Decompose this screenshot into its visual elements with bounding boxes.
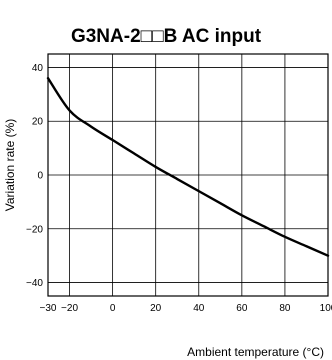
x-tick-label: −30	[40, 303, 57, 314]
y-tick-label: −40	[26, 278, 43, 289]
grid	[47, 54, 329, 296]
y-axis-label: Variation rate (%)	[3, 119, 17, 211]
y-tick-label: 40	[32, 63, 44, 74]
x-tick-label: 40	[193, 303, 205, 314]
x-tick-label: 100	[320, 303, 332, 314]
y-tick-labels: 40 20 0 −20 −40	[26, 63, 43, 289]
x-axis-label: Ambient temperature (°C)	[187, 345, 324, 359]
y-tick-label: −20	[26, 224, 43, 235]
x-tick-label: 60	[236, 303, 248, 314]
plot-frame	[47, 53, 329, 297]
x-tick-label: 80	[279, 303, 291, 314]
series-layer	[46, 77, 330, 257]
x-tick-label: 20	[150, 303, 162, 314]
x-tick-label: −20	[61, 303, 78, 314]
y-tick-label: 20	[32, 117, 44, 128]
chart-title: G3NA-2□□B AC input	[71, 26, 262, 47]
series-line	[46, 77, 330, 257]
x-tick-labels: −30 −20 0 20 40 60 80 100	[40, 303, 332, 314]
y-tick-label: 0	[37, 171, 43, 182]
x-tick-label: 0	[110, 303, 116, 314]
